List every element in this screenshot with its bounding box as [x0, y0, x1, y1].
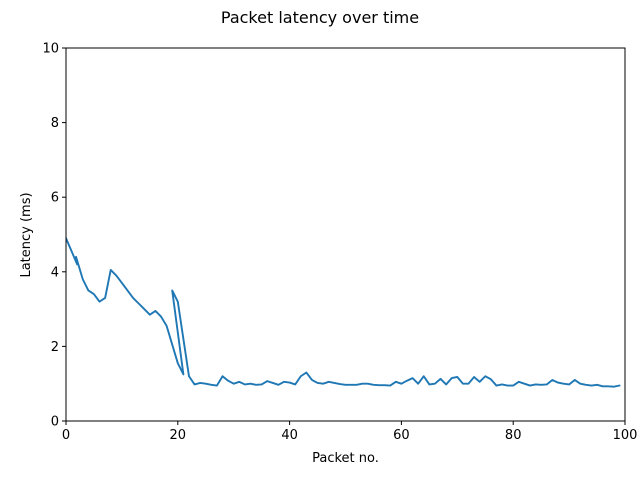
x-tick-label: 0 — [62, 428, 70, 443]
y-tick-label: 2 — [51, 340, 59, 355]
x-tick-label: 80 — [505, 428, 522, 443]
x-tick-label: 40 — [281, 428, 298, 443]
axes-frame — [65, 47, 626, 422]
series-line-0 — [66, 236, 621, 388]
x-axis-title: Packet no. — [312, 451, 379, 466]
y-tick-label: 10 — [42, 42, 59, 57]
x-tick-label: 60 — [393, 428, 410, 443]
y-tick-label: 0 — [51, 415, 59, 430]
x-tick-label: 100 — [613, 428, 638, 443]
y-axis-title: Latency (ms) — [19, 192, 34, 277]
y-tick-label: 6 — [51, 191, 59, 206]
plot-area: 0 20 40 60 80 100 0 2 4 6 8 10 — [42, 42, 637, 444]
x-tick-label: 20 — [170, 428, 187, 443]
y-tick-label: 4 — [51, 265, 59, 280]
y-tick-label: 8 — [51, 116, 59, 131]
chart-title: Packet latency over time — [221, 8, 419, 27]
